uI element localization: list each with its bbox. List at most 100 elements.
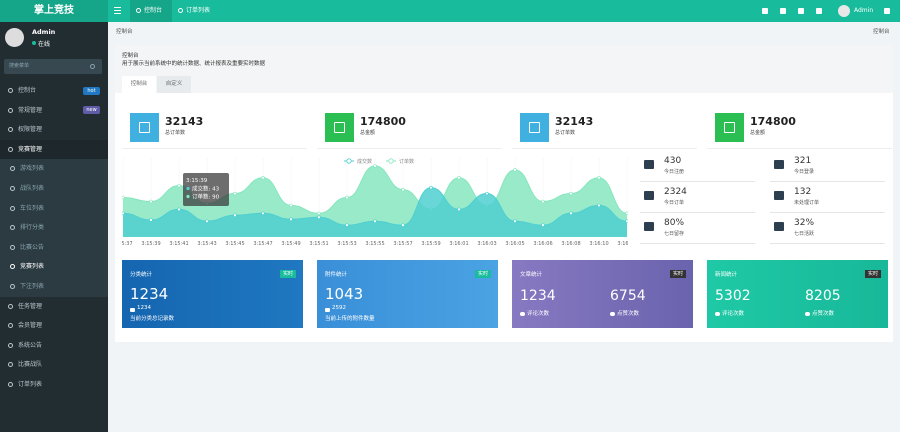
menu-item[interactable]: 会员管理 xyxy=(0,316,108,336)
x-tick-label: 3:16:05 xyxy=(505,241,524,247)
menu-icon xyxy=(8,127,13,133)
side-stat-value: 80% xyxy=(664,218,685,228)
data-point xyxy=(569,211,573,215)
data-point xyxy=(289,217,293,221)
data-point xyxy=(541,199,545,204)
menu-icon xyxy=(10,284,15,289)
data-point xyxy=(485,191,489,196)
card-value: 6754 xyxy=(610,288,646,304)
stat-icon-glyph xyxy=(724,122,735,133)
nav-tab[interactable]: 订单列表 xyxy=(172,0,214,22)
menu-item[interactable]: 控制台 hot xyxy=(0,81,108,101)
menu-item[interactable]: 排行分类 xyxy=(0,218,108,238)
top-bar xyxy=(0,0,900,22)
menu-label: 任务管理 xyxy=(18,302,43,310)
x-tick-label: 3:16:10 xyxy=(589,241,608,247)
toolbar-icon[interactable] xyxy=(816,8,822,14)
menu-item[interactable]: 比赛公告 xyxy=(0,237,108,258)
data-point xyxy=(457,207,461,212)
legend-label: 成交数 xyxy=(357,158,372,165)
side-stat-label: 今日订单 xyxy=(664,200,685,206)
menu-icon xyxy=(10,264,15,270)
card-metric-label: 评论次数 xyxy=(527,311,550,317)
card-value: 5302 xyxy=(715,288,751,304)
breadcrumb-current: 控制台 xyxy=(873,29,890,35)
side-stat-value: 2324 xyxy=(664,187,687,197)
data-point xyxy=(373,219,377,223)
menu-label: 控制台 xyxy=(18,87,37,94)
menu-item[interactable]: 权限管理 xyxy=(0,120,108,140)
menu-item[interactable]: 战队列表 xyxy=(0,179,108,199)
toolbar-icon[interactable] xyxy=(798,8,804,14)
menu-icon xyxy=(8,303,13,309)
search-icon xyxy=(90,64,95,69)
menu-icon xyxy=(8,342,13,348)
menu-item[interactable]: 系统公告 xyxy=(0,336,108,356)
user-status: 在线 xyxy=(38,40,51,48)
nav-tab[interactable]: 控制台 xyxy=(130,0,172,22)
menu-icon xyxy=(8,88,13,93)
user-avatar xyxy=(838,5,850,17)
data-point xyxy=(261,176,265,180)
side-stat-divider xyxy=(640,243,755,244)
stat-label: 总金额 xyxy=(360,130,376,136)
menu-item[interactable]: 竞赛管理 xyxy=(0,139,108,160)
menu-label: 会员管理 xyxy=(18,322,43,330)
menu-item[interactable]: 比赛战队 xyxy=(0,355,108,375)
menu-item[interactable]: 车位列表 xyxy=(0,198,108,219)
menu-label: 常规管理 xyxy=(18,106,43,114)
toolbar-icon[interactable] xyxy=(884,8,890,14)
legend-label: 订单数 xyxy=(399,158,414,165)
menu-icon xyxy=(10,225,15,231)
card-metric-label: 点赞次数 xyxy=(617,311,640,317)
menu-item[interactable]: 游戏列表 xyxy=(0,159,108,179)
stat-value: 174800 xyxy=(750,115,796,128)
menu-icon xyxy=(8,362,13,368)
breadcrumb-home[interactable]: 控制台 xyxy=(116,29,133,35)
menu-item[interactable]: 任务管理 xyxy=(0,297,108,317)
panel-tab[interactable]: 自定义 xyxy=(157,76,191,93)
stat-icon xyxy=(715,113,744,142)
x-tick-label: 3:16:01 xyxy=(449,241,468,247)
card-sub-value: 1234 xyxy=(137,305,151,311)
data-point xyxy=(317,215,321,219)
menu-toggle-bar xyxy=(114,10,121,12)
panel-tab[interactable]: 控制台 xyxy=(122,76,156,93)
menu-item[interactable]: 下注列表 xyxy=(0,277,108,297)
nav-tab-label: 订单列表 xyxy=(186,7,211,14)
status-dot xyxy=(32,41,36,45)
data-point xyxy=(541,223,545,227)
menu-item[interactable]: 订单列表 xyxy=(0,375,108,395)
tooltip-box xyxy=(183,173,229,206)
sidebar: Admin 在线搜索菜单控制台 hot 常规管理 new 权限管理竞赛管理 游戏列表 战队列表… xyxy=(0,22,108,432)
toolbar-icon[interactable] xyxy=(780,8,786,14)
menu-label: 权限管理 xyxy=(18,126,43,134)
card-value: 1234 xyxy=(130,285,169,303)
toolbar-icon[interactable] xyxy=(762,8,768,14)
x-tick-label: 3:15:39 xyxy=(141,241,160,247)
stat-card: 文章统计 实时 1234 评论次数 6754 点赞次数 xyxy=(512,260,693,328)
data-point xyxy=(429,185,433,190)
search-box[interactable]: 搜索菜单 xyxy=(4,59,102,74)
side-stat-value: 132 xyxy=(794,187,812,197)
legend-marker xyxy=(388,158,394,164)
data-point xyxy=(177,207,181,212)
card-value: 1043 xyxy=(325,285,364,303)
menu-item[interactable]: 竞赛列表 xyxy=(0,257,108,277)
card-note: 当前上传的附件数量 xyxy=(325,316,375,322)
panel-description: 用于展示当前系统中的统计数据、统计报表及重要实时数据 xyxy=(122,61,266,67)
menu-label: 竞赛列表 xyxy=(20,263,45,271)
user-name: Admin xyxy=(32,28,56,36)
data-point xyxy=(625,219,628,223)
user-name[interactable]: Admin xyxy=(854,7,874,14)
x-tick-label: 3:15:49 xyxy=(281,241,300,247)
menu-item[interactable]: 常规管理 new xyxy=(0,101,108,121)
side-stat-divider xyxy=(770,181,885,182)
x-tick-label: 3:15:53 xyxy=(337,241,356,247)
side-stat-label: 未处理订单 xyxy=(794,200,820,206)
menu-toggle[interactable] xyxy=(114,7,122,15)
card-tag: 实时 xyxy=(280,270,296,278)
menu-label: 比赛战队 xyxy=(18,361,43,369)
